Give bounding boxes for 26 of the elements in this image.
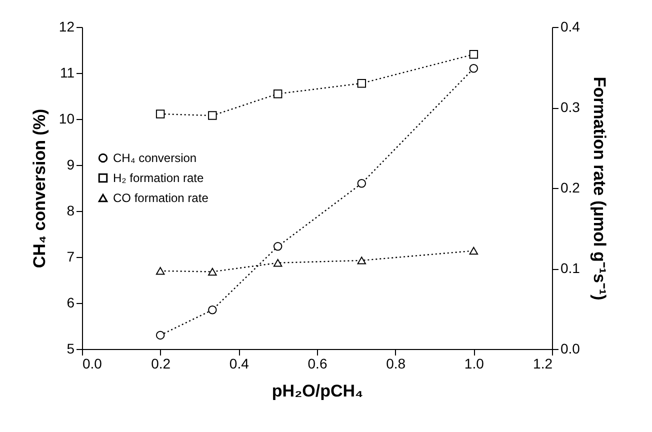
y-tick-label: 5 [66, 340, 75, 356]
y2-axis-title: Formation rate (μmol g⁻¹s⁻¹) [590, 76, 609, 300]
legend-label: CH₄ conversion [113, 151, 197, 165]
x-axis-title: pH₂O/pCH₄ [272, 382, 364, 400]
y2-tick-label: 0.1 [560, 260, 580, 276]
y2-tick-label: 0.3 [560, 99, 580, 115]
x-tick-label: 0.2 [151, 356, 171, 372]
y2-tick-label: 0.4 [560, 18, 580, 34]
y-tick-label: 6 [66, 294, 75, 310]
x-tick-label: 1.0 [464, 356, 484, 372]
legend-label: H₂ formation rate [113, 171, 204, 185]
x-tick-label: 0.0 [82, 356, 102, 372]
y-tick-label: 11 [60, 64, 75, 80]
y2-tick-label: 0.2 [560, 180, 580, 196]
y-tick-label: 12 [58, 18, 75, 34]
legend-label: CO formation rate [113, 191, 209, 205]
y2-tick-label: 0.0 [560, 340, 580, 356]
y-tick-label: 10 [58, 110, 75, 126]
x-tick-label: 1.2 [533, 356, 553, 372]
y-axis-title: CH₄ conversion (%) [30, 108, 49, 268]
y-tick-label: 7 [66, 248, 75, 264]
x-tick-label: 0.4 [229, 356, 250, 372]
y-tick-label: 8 [66, 202, 75, 218]
y-tick-label: 9 [66, 156, 75, 172]
x-tick-label: 0.8 [386, 356, 406, 372]
x-tick-label: 0.6 [308, 356, 328, 372]
